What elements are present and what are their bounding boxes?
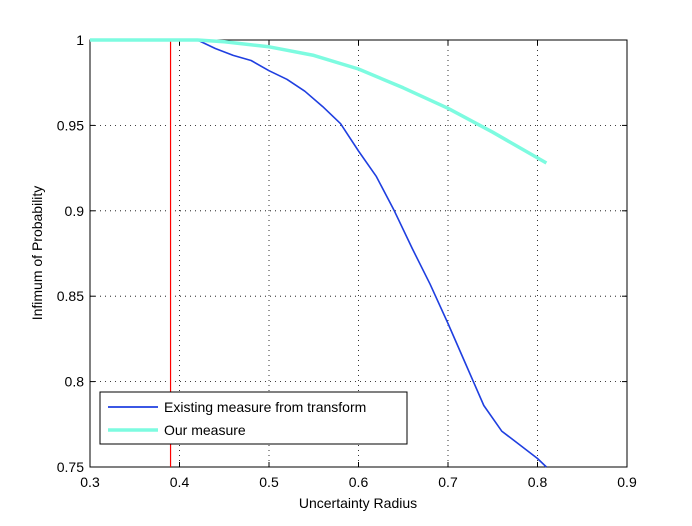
x-tick-label: 0.7 (438, 474, 458, 490)
series-line-existing-measure (90, 39, 547, 468)
y-tick-label: 0.9 (65, 203, 85, 219)
x-tick-label: 0.5 (259, 474, 279, 490)
y-tick-label: 0.85 (57, 288, 84, 304)
y-tick-label: 1 (76, 32, 84, 48)
x-tick-label: 0.9 (617, 474, 637, 490)
series-layer (90, 38, 548, 468)
y-tick-label: 0.8 (65, 374, 85, 390)
legend-label-our-measure: Our measure (164, 422, 246, 438)
legend: Existing measure from transform Our meas… (99, 391, 408, 445)
x-tick-labels: 0.3 0.4 0.5 0.6 0.7 0.8 0.9 (80, 474, 637, 490)
x-tick-label: 0.8 (528, 474, 548, 490)
legend-label-existing-measure: Existing measure from transform (164, 399, 366, 415)
y-tick-label: 0.75 (57, 459, 84, 475)
series-line-our-measure (90, 38, 548, 165)
legend-box (99, 391, 408, 445)
y-tick-label: 0.95 (57, 117, 84, 133)
x-tick-label: 0.4 (170, 474, 190, 490)
y-axis-label: Infimum of Probability (29, 186, 45, 321)
x-axis-label: Uncertainty Radius (299, 495, 417, 511)
y-tick-labels: 0.75 0.8 0.85 0.9 0.95 1 (57, 32, 84, 475)
x-tick-label: 0.3 (80, 474, 100, 490)
x-tick-label: 0.6 (349, 474, 369, 490)
